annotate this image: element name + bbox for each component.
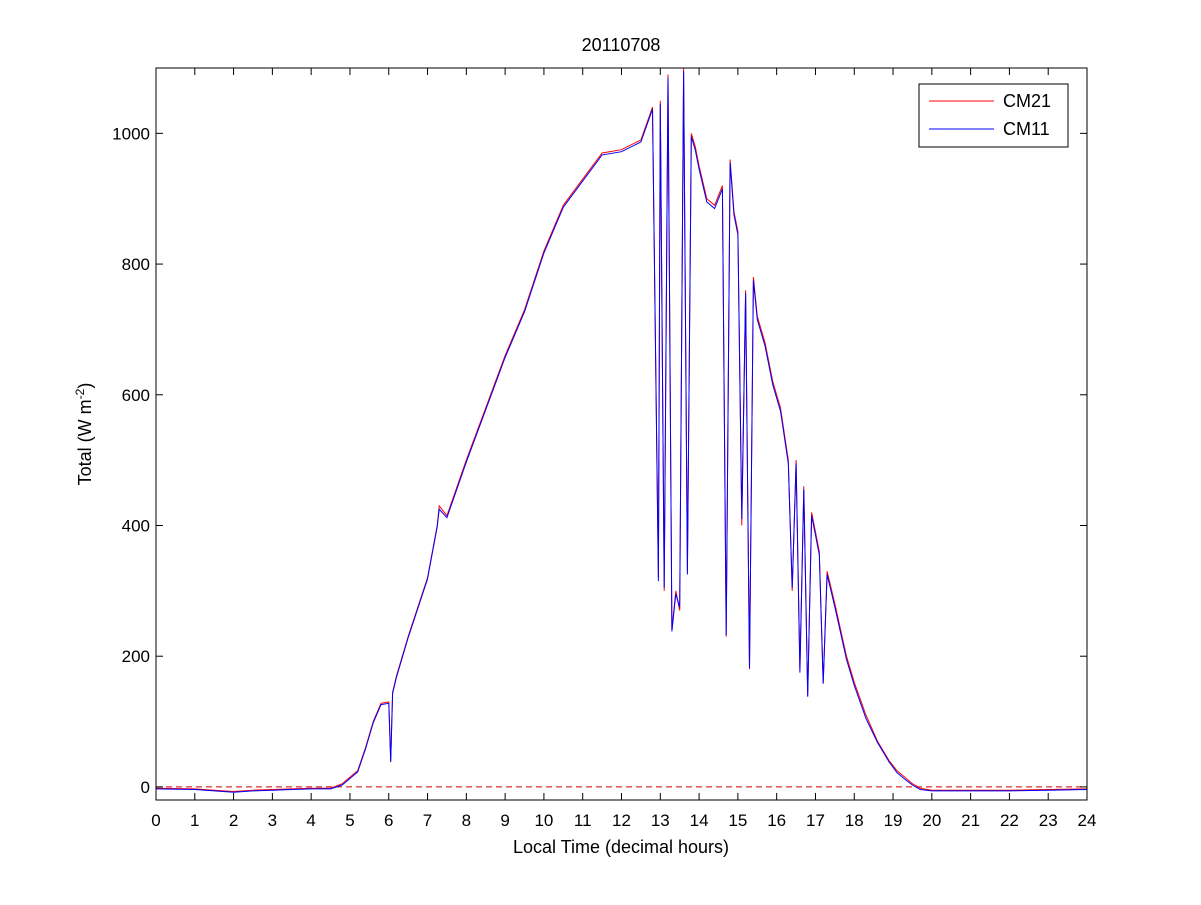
x-tick-label: 10 [534, 811, 553, 830]
x-tick-label: 9 [500, 811, 509, 830]
x-tick-label: 23 [1039, 811, 1058, 830]
legend-label-cm11: CM11 [1003, 119, 1050, 139]
y-axis-label-superscript: -2 [73, 388, 87, 399]
x-tick-label: 11 [574, 811, 592, 830]
y-axis-label-close: ) [75, 383, 95, 389]
y-tick-label: 0 [141, 778, 150, 797]
x-tick-label: 21 [961, 811, 980, 830]
x-axis-label: Local Time (decimal hours) [513, 837, 729, 857]
x-tick-label: 0 [151, 811, 160, 830]
x-tick-label: 8 [462, 811, 471, 830]
y-axis-label: Total (W m-2) [73, 383, 95, 486]
x-tick-label: 6 [384, 811, 393, 830]
x-tick-label: 7 [423, 811, 432, 830]
series-line-cm11 [155, 71, 1088, 793]
legend-box [918, 83, 1069, 148]
x-tick-label: 15 [728, 811, 747, 830]
x-tick-label: 4 [306, 811, 315, 830]
x-tick-label: 2 [229, 811, 238, 830]
x-tick-label: 16 [767, 811, 786, 830]
x-tick-label: 14 [690, 811, 709, 830]
y-tick-label: 1000 [112, 124, 150, 143]
chart-title: 20110708 [582, 35, 661, 55]
series-line-cm21 [155, 67, 1088, 793]
x-tick-label: 19 [884, 811, 903, 830]
x-tick-label: 3 [268, 811, 277, 830]
x-tick-label: 13 [651, 811, 670, 830]
x-tick-label: 24 [1078, 811, 1097, 830]
x-tick-label: 17 [806, 811, 825, 830]
y-tick-label: 600 [122, 386, 150, 405]
legend-label-cm21: CM21 [1003, 91, 1051, 111]
y-axis-label-main: Total (W m [75, 399, 95, 485]
legend: CM21 CM11 [918, 83, 1069, 148]
x-tick-label: 20 [922, 811, 941, 830]
x-tick-label: 1 [190, 811, 199, 830]
y-tick-label: 400 [122, 517, 150, 536]
x-tick-label: 12 [612, 811, 631, 830]
plot-area: 0 1 2 3 4 5 6 7 8 9 10 11 12 13 14 15 16 17 18 19 20 21 22 23 24… [112, 67, 1097, 830]
axes-box [155, 67, 1088, 801]
x-tick-label: 5 [345, 811, 354, 830]
y-tick-label: 800 [122, 255, 150, 274]
x-tick-label: 18 [845, 811, 864, 830]
x-tick-label: 22 [1000, 811, 1019, 830]
y-tick-label: 200 [122, 647, 150, 666]
